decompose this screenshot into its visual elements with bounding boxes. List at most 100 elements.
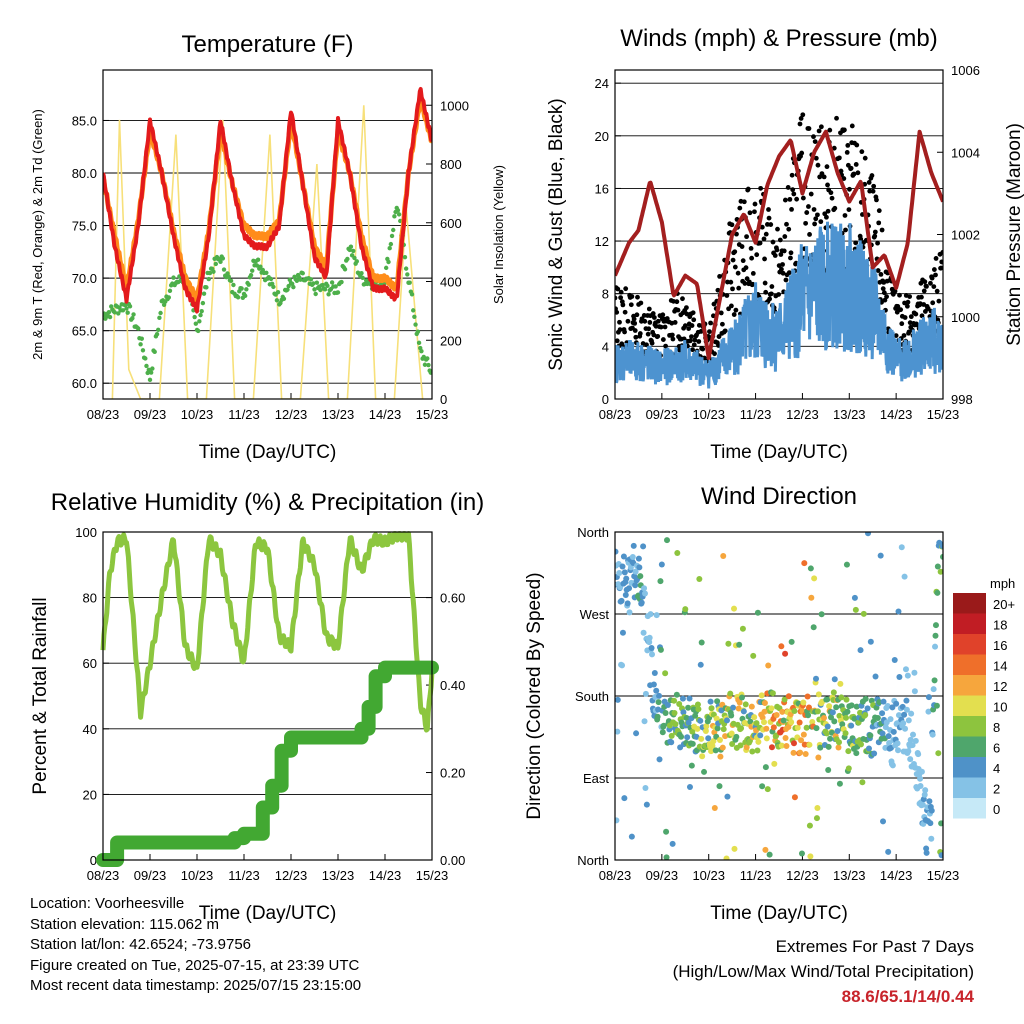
gust-point [690, 347, 695, 353]
gust-point [811, 134, 816, 140]
gust-point [692, 337, 698, 343]
direction-point [662, 670, 669, 677]
direction-point [794, 724, 801, 731]
x-tick-label: 12/23 [786, 407, 819, 422]
y-tick-label: 4 [602, 339, 609, 354]
gust-point [618, 289, 624, 295]
direction-point [797, 749, 804, 756]
direction-point [803, 724, 810, 731]
gust-point [660, 337, 666, 342]
direction-point [781, 696, 788, 703]
colorbar-label: 18 [993, 618, 1007, 633]
x-tick-label: 12/23 [786, 868, 819, 883]
y-tick-label-right: 0 [440, 392, 447, 407]
direction-point [740, 708, 747, 715]
colorbar-swatch [953, 757, 986, 778]
gust-point [800, 112, 806, 118]
direction-point [782, 650, 789, 657]
dewpoint-point [255, 257, 261, 262]
y-tick-label: North [577, 525, 609, 540]
y-tick-label: East [583, 771, 609, 786]
direction-point [801, 560, 808, 567]
y-axis-label: Percent & Total Rainfall [30, 597, 51, 794]
direction-point [674, 549, 681, 556]
gust-point [798, 116, 804, 121]
direction-point [729, 741, 736, 748]
dewpoint-point [428, 370, 432, 375]
direction-point [915, 751, 922, 758]
direction-point [871, 750, 878, 757]
y-tick-label-right: 1002 [951, 228, 980, 243]
gust-point [752, 201, 758, 207]
gust-point [689, 323, 695, 328]
direction-point [843, 696, 850, 703]
gust-point [855, 170, 861, 176]
direction-point [643, 801, 650, 808]
gust-point [854, 142, 860, 148]
direction-point [790, 749, 797, 756]
dewpoint-point [248, 273, 254, 278]
direction-point [748, 703, 755, 710]
direction-point [907, 736, 914, 743]
gust-point [838, 168, 844, 174]
direction-point [646, 634, 653, 641]
y-tick-label: 24 [595, 76, 609, 91]
direction-point [837, 680, 844, 687]
direction-point [879, 730, 886, 737]
dewpoint-point [254, 263, 260, 268]
gust-point [899, 321, 905, 327]
dewpoint-point [207, 270, 213, 276]
gust-point [828, 190, 834, 196]
dewpoint-point [271, 284, 276, 290]
gust-point [849, 123, 855, 129]
gust-point [675, 307, 681, 313]
dewpoint-point [136, 326, 141, 331]
gust-point [862, 155, 868, 161]
dewpoint-point [116, 311, 121, 316]
gust-point [846, 207, 852, 213]
direction-point [694, 701, 701, 708]
direction-point [853, 703, 860, 710]
gust-point [763, 289, 769, 295]
station-latlon: Station lat/lon: 42.6524; -73.9756 [30, 936, 252, 953]
gust-point [740, 258, 746, 264]
direction-point [843, 561, 850, 568]
dewpoint-point [383, 265, 389, 271]
y-tick-label-right: 400 [440, 275, 462, 290]
gust-point [637, 331, 643, 336]
gust-point [843, 227, 848, 233]
dewpoint-point [211, 269, 216, 274]
direction-point [905, 748, 912, 755]
gust-point [933, 256, 939, 261]
dewpoint-point [144, 363, 149, 369]
gust-point [615, 286, 621, 292]
x-tick-label: 11/23 [228, 407, 260, 422]
direction-point [824, 723, 831, 730]
gust-point [769, 284, 775, 289]
dewpoint-point [140, 348, 146, 353]
gust-point [687, 338, 693, 344]
direction-point [831, 676, 838, 683]
gust-point [749, 255, 755, 261]
direction-point [637, 573, 644, 580]
direction-point [848, 702, 855, 709]
direction-point [633, 730, 640, 737]
gust-point [834, 115, 839, 121]
gust-point [735, 270, 741, 276]
dewpoint-point [171, 275, 176, 280]
direction-point [668, 732, 675, 739]
gust-point [620, 302, 626, 308]
direction-point [825, 743, 832, 750]
direction-point [900, 720, 907, 727]
x-tick-label: 09/23 [134, 868, 167, 883]
gust-point [806, 126, 812, 131]
colorbar-label: 2 [993, 782, 1000, 797]
dewpoint-point [325, 283, 330, 289]
y-tick-label: 20 [83, 787, 97, 802]
colorbar-swatch [953, 634, 986, 655]
gust-point [682, 323, 688, 329]
direction-point [880, 698, 887, 705]
y-tick-label: North [577, 853, 609, 868]
dewpoint-point [166, 295, 171, 300]
panel-1: Winds (mph) & Pressure (mb) 08/23 09/23 10/… [546, 25, 1024, 463]
